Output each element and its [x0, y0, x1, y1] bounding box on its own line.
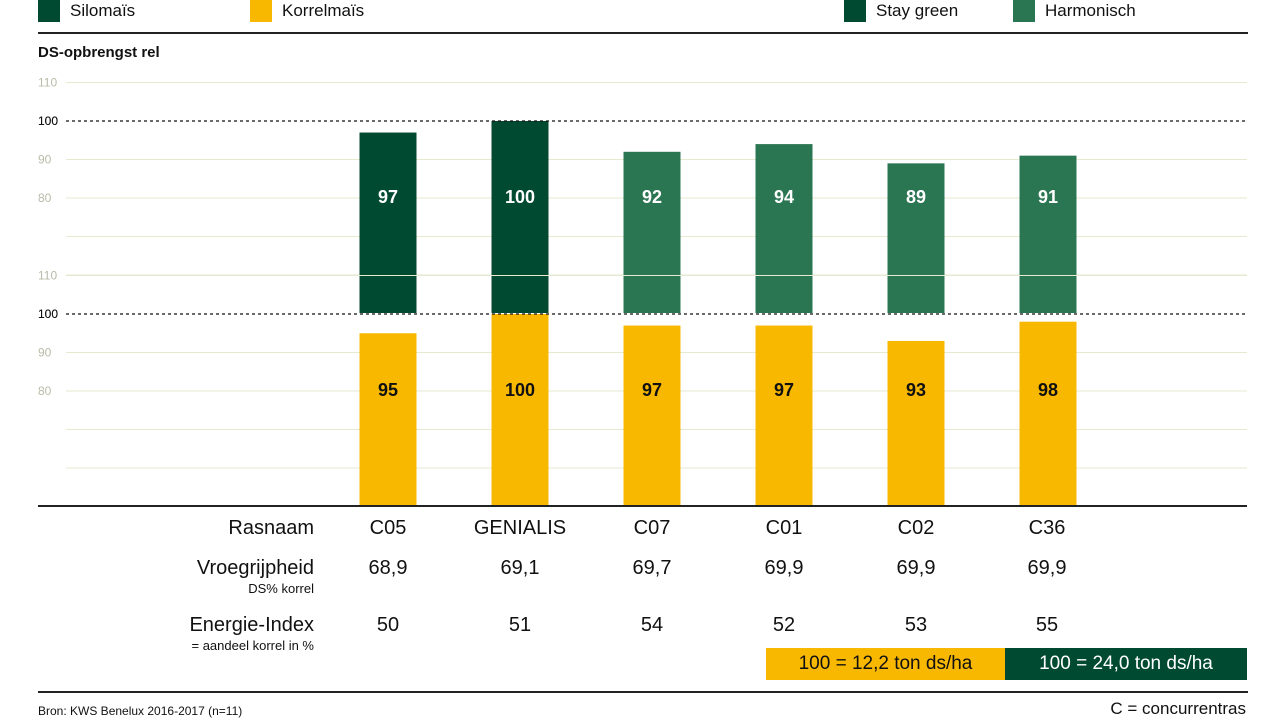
bar-value-label: 93	[906, 380, 926, 400]
legend-label: Korrelmaïs	[282, 1, 365, 20]
energie-index-cell: 54	[640, 614, 664, 636]
vroegrijpheid-cell: 69,1	[500, 557, 540, 579]
legend-label: Silomaïs	[70, 1, 136, 20]
legend-swatch-korrelmais	[250, 0, 272, 22]
bar	[887, 340, 945, 506]
bar-value-label: 100	[505, 187, 535, 207]
reference-tick-label: 100	[38, 114, 58, 128]
vroegrijpheid-label: Vroegrijpheid	[196, 557, 314, 579]
bar-value-label: 97	[642, 380, 662, 400]
energie-index-cell: 50	[376, 614, 400, 636]
rasnaam-cell: C07	[633, 517, 671, 539]
reference-tick-label: 100	[38, 307, 58, 321]
competitor-note: C = concurrentras	[1110, 699, 1246, 718]
vroegrijpheid-cell: 69,9	[896, 557, 936, 579]
silo-reference-note: 100 = 24,0 ton ds/ha	[1005, 648, 1247, 680]
legend-korrelmais: Korrelmaïs	[250, 0, 364, 22]
y-tick-label: 100	[38, 114, 58, 128]
y-axis-label: DS-opbrengst rel	[38, 44, 160, 61]
legend-swatch-harmonisch	[1013, 0, 1035, 22]
legend-label: Harmonisch	[1045, 1, 1136, 20]
energie-index-label: Energie-Index	[189, 614, 314, 636]
bar	[1019, 321, 1077, 506]
top-divider	[38, 32, 1248, 34]
y-tick-label: 100	[38, 307, 58, 321]
bar-value-label: 92	[642, 187, 662, 207]
legend-stay-green: Stay green	[844, 0, 958, 22]
y-tick-label: 90	[38, 346, 52, 360]
rasnaam-cell: C01	[765, 517, 803, 539]
source-note: Bron: KWS Benelux 2016-2017 (n=11)	[38, 704, 243, 718]
energie-index-sublabel: = aandeel korrel in %	[191, 638, 315, 653]
bar	[491, 121, 549, 313]
bar	[623, 151, 681, 313]
y-tick-label: 110	[38, 76, 57, 90]
legend-swatch-silomais	[38, 0, 60, 22]
bar	[887, 163, 945, 313]
bar	[755, 144, 813, 313]
legend-silomais: Silomaïs	[38, 0, 135, 22]
bar	[491, 314, 549, 506]
energie-index-cell: 55	[1035, 614, 1059, 636]
bar-value-label: 97	[378, 187, 398, 207]
y-tick-label: 80	[38, 191, 52, 205]
vroegrijpheid-cell: 68,9	[368, 557, 408, 579]
bar-value-label: 89	[906, 187, 926, 207]
legend-harmonisch: Harmonisch	[1013, 0, 1136, 22]
y-tick-label: 110	[38, 269, 57, 283]
rasnaam-cell: C02	[897, 517, 935, 539]
bar	[623, 325, 681, 506]
vroegrijpheid-cell: 69,7	[632, 557, 672, 579]
rasnaam-cell: GENIALIS	[473, 517, 567, 539]
vroegrijpheid-cell: 69,9	[764, 557, 804, 579]
bar-value-label: 91	[1038, 187, 1058, 207]
energie-index-cell: 52	[772, 614, 796, 636]
bar-value-label: 100	[505, 380, 535, 400]
legend-swatch-stay-green	[844, 0, 866, 22]
rasnaam-label: Rasnaam	[228, 517, 314, 539]
rasnaam-cell: C05	[369, 517, 407, 539]
bar	[1019, 155, 1077, 313]
bar	[359, 333, 417, 506]
energie-index-cell: 53	[904, 614, 928, 636]
energie-index-cell: 51	[508, 614, 532, 636]
vroegrijpheid-sublabel: DS% korrel	[248, 581, 314, 596]
bar-value-label: 98	[1038, 380, 1058, 400]
bar	[359, 132, 417, 313]
bar	[755, 325, 813, 506]
bar-value-label: 94	[774, 187, 794, 207]
y-tick-label: 90	[38, 153, 52, 167]
y-tick-label: 80	[38, 384, 52, 398]
bar-value-label: 97	[774, 380, 794, 400]
korrel-reference-note: 100 = 12,2 ton ds/ha	[766, 648, 1005, 680]
bar-value-label: 95	[378, 380, 398, 400]
rasnaam-cell: C36	[1028, 517, 1066, 539]
legend-label: Stay green	[876, 1, 959, 20]
bottom-divider	[38, 691, 1248, 693]
vroegrijpheid-cell: 69,9	[1027, 557, 1067, 579]
